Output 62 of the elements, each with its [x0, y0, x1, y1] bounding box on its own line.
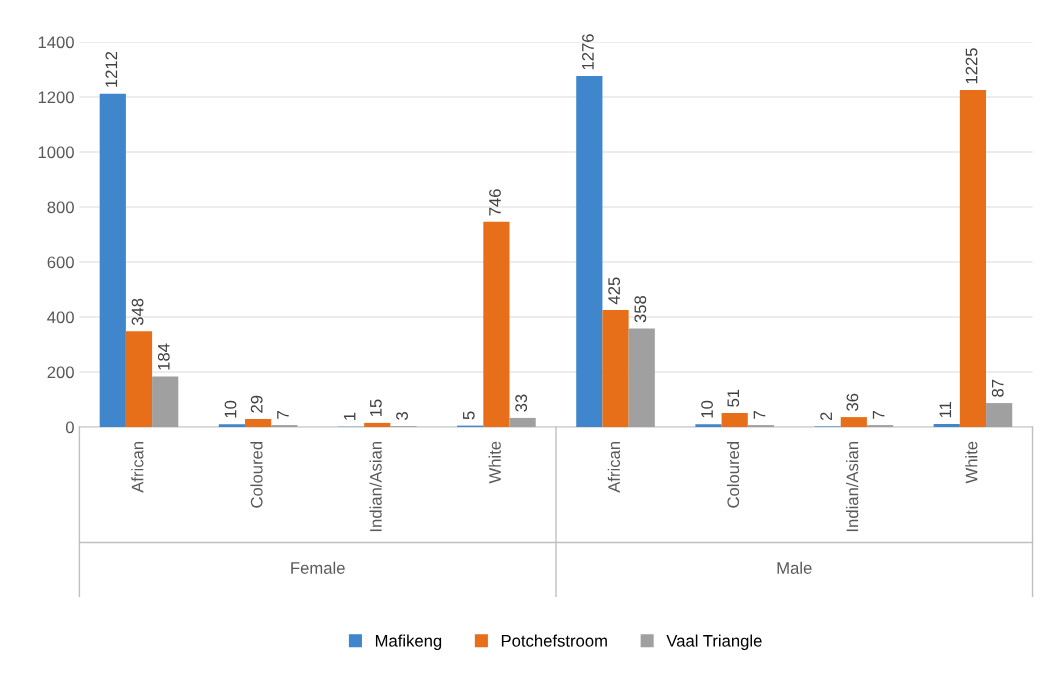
x-tick-label: White	[488, 441, 501, 484]
data-label: 10	[224, 400, 237, 418]
data-label: 1	[343, 412, 356, 420]
data-label: 7	[753, 411, 766, 419]
data-label: 425	[608, 277, 621, 305]
bar	[364, 422, 391, 427]
data-label: 746	[489, 189, 501, 216]
text: Male	[777, 561, 812, 574]
text: Female	[291, 561, 345, 574]
data-label: 5	[463, 411, 475, 420]
bar	[576, 76, 603, 427]
data-label: 11	[939, 401, 952, 418]
data-label: 33	[515, 394, 528, 412]
x-tick-label: Indian/Asian	[846, 441, 859, 532]
data-label: 7	[277, 411, 289, 419]
x-tick-label: African	[131, 441, 144, 493]
x-tick-label: Coloured	[726, 441, 740, 508]
data-label: 1225	[965, 48, 978, 84]
data-label: 1212	[105, 51, 118, 87]
bar	[986, 403, 1013, 427]
data-label: 358	[634, 295, 647, 323]
bar	[125, 331, 153, 427]
y-tick-label: 600	[47, 256, 74, 269]
y-tick-label: 1200	[38, 91, 74, 104]
bar	[509, 417, 536, 427]
y-tick-label: 400	[47, 311, 74, 324]
x-tick-label: Coloured	[250, 441, 263, 508]
data-label: 184	[157, 343, 170, 370]
bar	[933, 423, 960, 427]
legend-label: Potchefstroom	[501, 634, 607, 647]
bar	[695, 424, 722, 427]
legend-label: Vaal Triangle	[666, 634, 762, 651]
bar	[152, 376, 179, 427]
data-label: 87	[991, 379, 1004, 397]
data-label: 7	[872, 411, 885, 419]
data-label: 2	[820, 412, 832, 421]
data-label: 10	[701, 400, 713, 418]
bar	[628, 328, 655, 427]
data-label: 1276	[582, 34, 594, 70]
bar	[840, 417, 867, 427]
bar	[959, 90, 987, 427]
y-tick-label: 200	[47, 366, 74, 379]
bar	[483, 221, 510, 427]
y-tick-label: 800	[47, 201, 74, 214]
bar	[99, 93, 126, 427]
data-label: 29	[250, 395, 263, 413]
data-label: 15	[370, 399, 382, 417]
y-tick-label: 1400	[38, 36, 74, 49]
x-tick-label: White	[965, 441, 978, 484]
legend-label: Mafikeng	[375, 634, 442, 651]
bar	[721, 412, 748, 427]
data-label: 51	[727, 389, 740, 407]
x-tick-label: Indian/Asian	[369, 441, 382, 532]
x-tick-label: African	[607, 441, 621, 493]
data-label: 348	[131, 298, 144, 326]
data-label: 3	[396, 412, 408, 420]
y-tick-label: 0	[65, 421, 74, 434]
bar	[218, 424, 246, 427]
bar	[602, 310, 629, 427]
bar	[245, 419, 272, 427]
y-tick-label: 1000	[38, 146, 74, 159]
data-label: 36	[846, 393, 859, 411]
